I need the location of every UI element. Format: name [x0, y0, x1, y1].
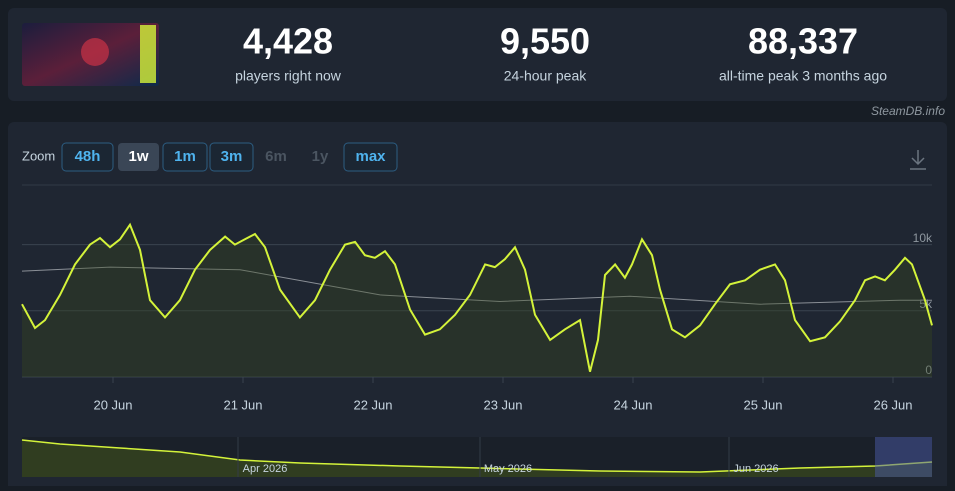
zoom-label: Zoom: [22, 148, 55, 163]
zoom-button-bg[interactable]: [118, 143, 159, 171]
zoom-button[interactable]: 1m: [174, 148, 196, 165]
series-line: [21, 222, 933, 372]
navigator-line: [21, 439, 933, 473]
x-tick-label: 21 Jun: [223, 397, 262, 412]
navigator-selection[interactable]: [875, 437, 932, 477]
stat-value: 9,550: [500, 21, 590, 62]
y-tick-label: 10k: [913, 231, 933, 245]
stat-label: 24-hour peak: [504, 68, 588, 84]
game-art-logo: [140, 25, 156, 83]
x-tick-label: 23 Jun: [483, 397, 522, 412]
zoom-button-bg[interactable]: [162, 142, 208, 172]
stats-card: [8, 8, 947, 101]
x-tick-label: 22 Jun: [353, 397, 392, 412]
x-tick-label: 20 Jun: [93, 397, 132, 412]
navigator-label: Jun 2026: [733, 463, 778, 475]
navigator-label: May 2026: [484, 463, 532, 475]
download-glyph: [910, 150, 926, 170]
zoom-button-bg[interactable]: [209, 142, 254, 172]
zoom-button[interactable]: 1w: [128, 148, 148, 165]
zoom-button[interactable]: 48h: [75, 148, 101, 165]
zoom-button-bg[interactable]: [343, 142, 398, 172]
x-tick-label: 26 Jun: [873, 397, 912, 412]
stat-value: 4,428: [243, 21, 333, 62]
x-tick-label: 25 Jun: [743, 397, 782, 412]
navigator-label: Apr 2026: [243, 463, 288, 475]
download-icon[interactable]: [910, 150, 926, 170]
zoom-button[interactable]: 3m: [221, 148, 243, 165]
game-art-figure: [81, 38, 109, 66]
navigator-area: [22, 440, 932, 477]
zoom-button: 1y: [312, 148, 329, 165]
y-tick-label: 0: [925, 363, 932, 377]
stat-value: 88,337: [748, 21, 858, 62]
stat-label: all-time peak 3 months ago: [719, 68, 887, 84]
series-area: [22, 224, 932, 377]
chart-card: [8, 122, 947, 491]
stat-label: players right now: [235, 68, 342, 84]
credit: SteamDB.info: [871, 104, 945, 118]
zoom-button-bg[interactable]: [61, 142, 114, 172]
zoom-button: 6m: [265, 148, 287, 165]
x-tick-label: 24 Jun: [613, 397, 652, 412]
zoom-button[interactable]: max: [355, 148, 386, 165]
